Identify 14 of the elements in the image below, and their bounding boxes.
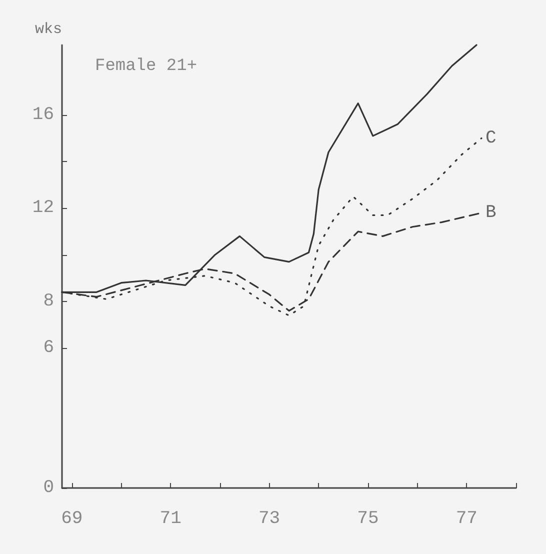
y-tick-label: 6 bbox=[43, 338, 54, 358]
x-tick-label: 71 bbox=[160, 509, 182, 529]
series-label: B bbox=[485, 202, 496, 223]
y-tick-label: 12 bbox=[32, 198, 54, 218]
x-tick-label: 69 bbox=[61, 509, 83, 529]
x-tick-label: 77 bbox=[456, 509, 478, 529]
x-tick-label: 73 bbox=[258, 509, 280, 529]
y-tick-label: 8 bbox=[43, 291, 54, 312]
annotation: Female 21+ bbox=[95, 57, 198, 76]
y-axis-title: wks bbox=[34, 21, 62, 38]
y-tick-label: 16 bbox=[32, 104, 54, 125]
y-tick-label: 0 bbox=[43, 478, 54, 498]
x-tick-label: 75 bbox=[357, 509, 379, 529]
series-label: C bbox=[485, 128, 496, 148]
